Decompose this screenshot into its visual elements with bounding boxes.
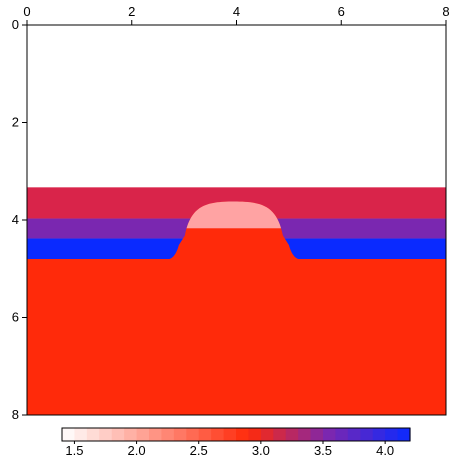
y-tick-label: 2 <box>12 115 19 130</box>
colorbar-swatch <box>347 428 361 441</box>
colorbar-tick-label: 1.5 <box>65 443 83 457</box>
x-tick-label: 6 <box>338 4 345 19</box>
colorbar-swatch <box>310 428 324 441</box>
colorbar-tick-label: 2.0 <box>128 443 146 457</box>
y-tick-label: 6 <box>12 310 19 325</box>
colorbar-swatch <box>186 428 200 441</box>
colorbar: 1.5 2.0 2.5 3.0 3.5 4.0 <box>61 427 411 457</box>
colorbar-swatch <box>323 428 337 441</box>
y-tick-label: 8 <box>12 407 19 422</box>
x-tick-label: 0 <box>23 4 30 19</box>
colorbar-swatch <box>74 428 88 441</box>
colorbar-swatch <box>285 428 299 441</box>
y-tick-label: 0 <box>12 17 19 32</box>
colorbar-swatch <box>248 428 262 441</box>
colorbar-swatch <box>360 428 374 441</box>
colorbar-tick-label: 2.5 <box>190 443 208 457</box>
colorbar-swatch <box>173 428 187 441</box>
x-tick-label: 8 <box>442 4 449 19</box>
y-tick-label: 4 <box>12 212 19 227</box>
colorbar-swatch <box>260 428 274 441</box>
colorbar-swatch <box>298 428 312 441</box>
colorbar-tick-label: 4.0 <box>376 443 394 457</box>
colorbar-tick-label: 3.0 <box>252 443 270 457</box>
colorbar-swatch <box>111 428 125 441</box>
x-tick-label: 2 <box>128 4 135 19</box>
plot-area <box>27 25 446 415</box>
colorbar-swatch <box>124 428 138 441</box>
colorbar-swatch <box>211 428 225 441</box>
colorbar-swatch <box>385 428 399 441</box>
colorbar-swatch <box>372 428 386 441</box>
colorbar-swatch <box>223 428 237 441</box>
x-tick-label: 4 <box>233 4 240 19</box>
colorbar-swatch <box>86 428 100 441</box>
colorbar-swatch <box>62 428 76 441</box>
dome-body <box>121 201 346 415</box>
layer-band-top <box>27 25 446 188</box>
colorbar-tick-label: 3.5 <box>314 443 332 457</box>
colorbar-swatch <box>99 428 113 441</box>
colorbar-swatch <box>236 428 250 441</box>
colorbar-swatch <box>136 428 150 441</box>
colorbar-swatch <box>335 428 349 441</box>
colorbar-swatch <box>161 428 175 441</box>
axes: 0 2 4 6 8 0 2 4 6 8 <box>12 4 449 422</box>
layer-fills <box>27 25 446 415</box>
colorbar-swatch <box>198 428 212 441</box>
colorbar-swatch <box>397 428 411 441</box>
colorbar-frame <box>61 427 411 442</box>
colorbar-swatch <box>149 428 163 441</box>
colorbar-swatch <box>273 428 287 441</box>
